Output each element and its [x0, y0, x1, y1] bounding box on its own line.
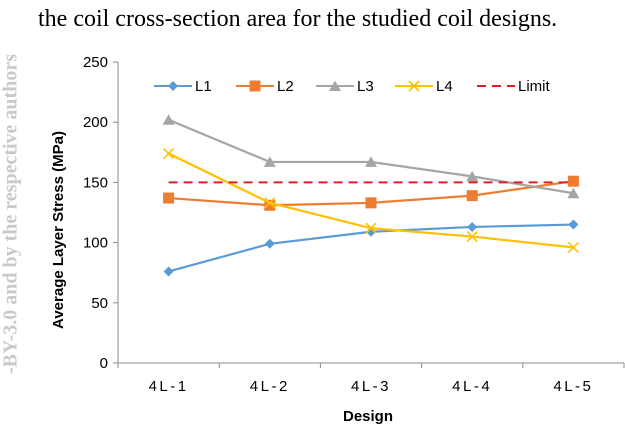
- x-tick-label: 4L-4: [452, 378, 492, 395]
- legend-item-l1: L1: [154, 78, 212, 95]
- axes: 0 50 100 150 200 250 4L-1 4L-2 4L-3 4L-4 4L-5: [83, 54, 625, 395]
- y-tick-label: 250: [83, 54, 108, 71]
- data-point-l4: [365, 222, 377, 234]
- data-point-l3: [263, 156, 276, 167]
- y-tick-label: 0: [100, 355, 108, 372]
- data-point-l4: [163, 147, 175, 160]
- legend-item-l2: L2: [236, 78, 294, 95]
- x-marker-stroke: [466, 231, 478, 243]
- y-axis-label: Average Layer Stress (MPa): [50, 131, 67, 329]
- legend-item-limit: Limit: [477, 78, 551, 95]
- x-marker-stroke: [567, 241, 579, 253]
- legend-marker-l4: [408, 80, 420, 92]
- legend-label-l2: L2: [277, 78, 294, 95]
- legend-marker-l1: [168, 81, 178, 91]
- data-point-l1: [163, 266, 174, 277]
- data-point-l3: [466, 170, 479, 182]
- series-l3: [162, 114, 580, 199]
- legend-label-l1: L1: [195, 78, 212, 95]
- legend-label-l3: L3: [357, 78, 374, 95]
- legend-label-l4: L4: [436, 78, 453, 95]
- data-point-l3: [162, 114, 175, 125]
- caption-text: the coil cross-section area for the stud…: [38, 6, 558, 32]
- series-l4: [163, 147, 579, 253]
- legend-item-l3: L3: [316, 78, 374, 95]
- x-axis-label: Design: [343, 408, 393, 425]
- data-point-l4: [466, 231, 478, 243]
- x-marker-stroke: [408, 80, 420, 92]
- data-point-l1: [264, 238, 275, 249]
- data-point-l2: [466, 190, 478, 202]
- legend-label-limit: Limit: [518, 78, 551, 95]
- data-point-l2: [264, 199, 276, 211]
- data-point-l4: [567, 241, 579, 253]
- data-point-l3: [365, 156, 377, 167]
- x-tick-label: 4L-2: [250, 378, 290, 395]
- x-tick-label: 4L-1: [149, 378, 189, 395]
- x-marker-stroke: [163, 147, 175, 160]
- data-point-l2: [567, 175, 579, 187]
- y-tick-label: 150: [83, 174, 108, 191]
- data-point-l1: [568, 219, 579, 230]
- data-point-l3: [567, 187, 580, 199]
- legend-item-l4: L4: [395, 78, 453, 95]
- x-marker-stroke: [264, 197, 276, 209]
- legend: L1 L2 L3 L4 Limit: [154, 78, 551, 95]
- data-point-l2: [163, 192, 175, 204]
- series-l2: [163, 175, 579, 211]
- legend-marker-l2: [249, 80, 261, 92]
- y-tick-label: 200: [83, 114, 108, 131]
- data-point-l1: [467, 221, 478, 232]
- x-tick-label: 4L-3: [351, 378, 391, 395]
- data-point-l4: [264, 197, 276, 209]
- x-tick-label: 4L-5: [553, 378, 593, 395]
- data-point-l2: [365, 197, 377, 209]
- series-layer: [162, 114, 580, 277]
- x-marker-stroke: [365, 222, 377, 234]
- y-tick-label: 50: [91, 295, 108, 312]
- y-tick-label: 100: [83, 235, 108, 252]
- legend-marker-l3: [329, 80, 341, 91]
